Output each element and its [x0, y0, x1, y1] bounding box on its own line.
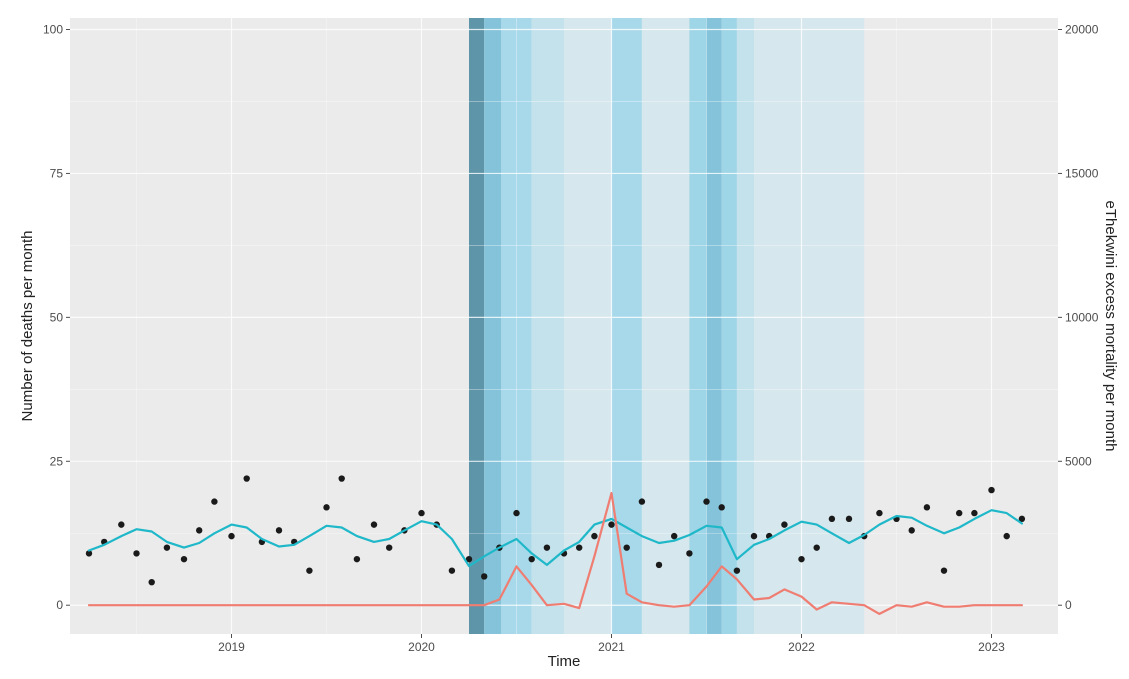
y-tick-label: 0: [56, 598, 63, 612]
shaded-period-11: [754, 18, 865, 634]
data-point: [733, 567, 741, 574]
series-layer: [85, 475, 1026, 615]
y2-tick-label: 20000: [1065, 23, 1099, 37]
data-point: [386, 544, 393, 551]
data-point: [481, 573, 488, 580]
excess-mortality-line: [87, 491, 1023, 615]
data-point: [148, 578, 155, 586]
data-point: [528, 555, 535, 563]
shaded-period-3: [531, 18, 564, 634]
data-point: [798, 555, 805, 563]
x-axis-title: Time: [548, 653, 581, 670]
x-tick-label: 2020: [408, 640, 435, 654]
data-point: [703, 498, 710, 505]
data-point: [275, 527, 283, 534]
y-axis-title: Number of deaths per month: [19, 231, 36, 422]
y2-tick-label: 10000: [1065, 310, 1099, 324]
y2-tick-label: 15000: [1065, 166, 1099, 180]
data-point: [448, 567, 456, 574]
shaded-period-5: [611, 18, 642, 634]
data-point: [465, 555, 473, 563]
data-point: [876, 509, 883, 517]
data-point: [513, 509, 520, 517]
axes: 2019 2020 2021 2022 2023 0 25 50 75 100 0 5000 10000…: [43, 23, 1099, 654]
x-tick-label: 2022: [788, 640, 815, 654]
y2-axis-title: eThekwini excess mortality per month: [1102, 201, 1119, 452]
data-point: [813, 544, 820, 551]
data-point: [655, 561, 663, 569]
data-point: [196, 527, 203, 534]
shaded-periods: [469, 18, 865, 634]
data-point: [543, 544, 551, 551]
y2-tick-label: 5000: [1065, 454, 1092, 468]
data-point: [750, 532, 758, 540]
data-point: [940, 567, 948, 574]
data-point: [923, 504, 931, 511]
shaded-period-0: [469, 18, 485, 634]
y-tick-label: 75: [50, 166, 64, 180]
shaded-period-4: [564, 18, 612, 634]
shaded-period-9: [721, 18, 737, 634]
data-point: [638, 498, 646, 505]
data-point: [228, 532, 235, 540]
data-point: [133, 550, 140, 557]
data-point: [671, 532, 678, 540]
data-point: [576, 544, 583, 551]
data-point: [781, 521, 788, 528]
data-point: [623, 544, 630, 551]
x-tick-label: 2021: [598, 640, 625, 654]
shaded-period-8: [706, 18, 722, 634]
data-point: [1003, 532, 1010, 540]
data-point: [971, 509, 978, 517]
shaded-period-10: [736, 18, 754, 634]
data-point: [163, 544, 171, 551]
data-point: [718, 504, 725, 511]
data-point: [118, 521, 125, 528]
shaded-period-7: [689, 18, 707, 634]
data-point: [1018, 515, 1026, 523]
data-point: [686, 550, 693, 557]
data-point: [591, 532, 598, 540]
data-point: [243, 475, 250, 482]
data-point: [306, 567, 313, 574]
data-point: [370, 521, 378, 528]
shaded-period-1: [484, 18, 502, 634]
data-point: [908, 527, 915, 534]
data-point: [956, 509, 963, 517]
data-point: [85, 550, 93, 557]
y-tick-label: 100: [43, 23, 63, 37]
y-tick-label: 50: [50, 310, 64, 324]
data-point: [608, 521, 615, 528]
data-point: [418, 509, 425, 517]
shaded-period-6: [641, 18, 690, 634]
data-point: [180, 555, 188, 563]
y-tick-label: 25: [50, 454, 64, 468]
x-tick-label: 2019: [218, 640, 245, 654]
data-point: [353, 555, 361, 563]
fitted-deaths-line: [87, 509, 1023, 568]
data-point: [988, 486, 995, 494]
data-point: [211, 498, 218, 505]
y2-tick-label: 0: [1065, 598, 1072, 612]
data-point: [828, 515, 836, 523]
x-tick-label: 2023: [978, 640, 1005, 654]
data-point: [338, 475, 345, 482]
data-point: [323, 504, 330, 511]
data-point: [845, 515, 853, 523]
